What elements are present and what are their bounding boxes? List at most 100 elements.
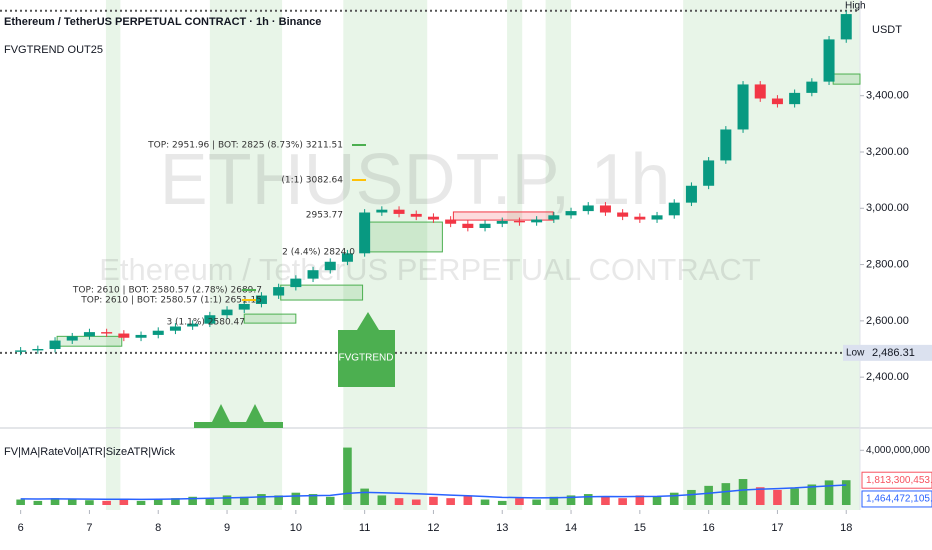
candle-body <box>152 330 164 335</box>
y-tick-label: 3,200.00 <box>866 146 909 158</box>
volume-bar <box>480 499 490 505</box>
candle-body <box>49 340 61 350</box>
x-tick-label: 11 <box>359 522 370 534</box>
candle-body <box>651 215 663 220</box>
candle-body <box>582 205 594 212</box>
volume-bar <box>790 488 799 505</box>
volume-bar <box>601 496 610 505</box>
price-pane: ETHUSDT.P, 1h Ethereum / TetherUS PERPETU… <box>99 0 860 510</box>
candle-body <box>823 39 835 82</box>
volume-bar <box>153 498 163 505</box>
annotation: TOP: 2610 | BOT: 2580.57 (2.78%) 2689.7 <box>72 286 262 296</box>
x-tick-label: 10 <box>290 522 302 534</box>
fvg-zone <box>832 73 861 85</box>
candle-body <box>685 185 697 203</box>
volume-bar <box>841 480 851 505</box>
annotation: TOP: 2610 | BOT: 2580.57 (1:1) 2651.15 <box>80 296 262 306</box>
volume-bar <box>807 484 817 505</box>
candle-body <box>720 129 732 161</box>
candle-body <box>840 14 852 40</box>
volume-bar <box>411 499 421 505</box>
volume-bar <box>343 447 352 505</box>
volume-bar <box>532 499 541 505</box>
candle-body <box>273 287 285 296</box>
candle-body <box>771 98 783 105</box>
volume-bar <box>239 496 249 505</box>
candle-body <box>238 303 250 310</box>
low-label: Low <box>846 348 865 359</box>
volume-bar <box>549 496 559 505</box>
chart-title: Ethereum / TetherUS PERPETUAL CONTRACT ·… <box>4 16 321 28</box>
candle-body <box>187 323 199 327</box>
volume-bar <box>50 498 60 505</box>
session-band <box>209 0 283 428</box>
last-ma-label: 1,464,472,105.49 <box>866 494 932 505</box>
candle-body <box>83 332 95 337</box>
high-label: High <box>845 1 866 12</box>
volume-bar <box>704 485 713 505</box>
x-tick-label: 8 <box>155 522 161 534</box>
low-value: 2,486.31 <box>872 347 915 359</box>
candle-body <box>668 202 680 216</box>
volume-bar <box>360 488 369 505</box>
volume-bar <box>171 498 180 505</box>
last-volume-box <box>861 471 932 489</box>
candle-body <box>427 216 439 220</box>
candle-body <box>789 92 801 105</box>
currency: USDT <box>872 24 902 36</box>
y-tick-label: 4,000,000,000 <box>866 445 930 456</box>
volume-bar <box>136 500 146 505</box>
volume-bar <box>274 495 283 505</box>
volume-bar <box>618 498 627 505</box>
volume-bar <box>16 499 25 505</box>
watermark-subtitle: Ethereum / TetherUS PERPETUAL CONTRACT <box>99 252 761 287</box>
candle-body <box>445 219 457 224</box>
candle-body <box>634 216 646 220</box>
volume-bar <box>205 498 215 505</box>
session-band <box>507 0 523 428</box>
candle-body <box>135 334 147 338</box>
x-tick-label: 17 <box>771 522 783 534</box>
volume-bar <box>325 496 335 505</box>
x-tick-label: 16 <box>703 522 715 534</box>
candle-body <box>32 349 44 351</box>
candle-body <box>255 295 267 304</box>
volume-bar <box>446 498 455 505</box>
volume-bar <box>291 492 301 505</box>
candle-body <box>341 253 353 262</box>
fvg-zone <box>367 221 443 253</box>
x-tick-label: 6 <box>18 522 24 534</box>
y-tick-label: 3,000.00 <box>866 202 909 214</box>
volume-bar <box>669 492 679 505</box>
candle-body <box>599 205 611 213</box>
candle-body <box>754 84 766 99</box>
volume-bar <box>394 498 404 505</box>
candle-body <box>703 160 715 186</box>
candle-body <box>118 333 130 338</box>
candle-body <box>479 223 491 228</box>
candle-body <box>376 209 388 213</box>
volume-bar <box>635 495 645 505</box>
y-tick-label: 2,800.00 <box>866 258 909 270</box>
volume-bar <box>119 499 129 505</box>
volume-bar <box>497 500 507 505</box>
candle-body <box>204 315 216 324</box>
signal-callout <box>338 312 395 387</box>
fvg-zone <box>280 284 364 301</box>
last-volume-label: 1,813,300,453.01 <box>866 475 932 486</box>
volume-bar <box>257 494 266 505</box>
volume-bar <box>566 495 576 505</box>
last-ma-box <box>861 490 932 508</box>
session-band <box>105 0 121 428</box>
candle-body <box>513 220 525 223</box>
volume-bar <box>33 500 43 505</box>
annotation: TOP: 2951.96 | BOT: 2825 (8.73%) 3211.51 <box>147 141 343 151</box>
candle-body <box>806 81 818 93</box>
volume-bar <box>687 489 696 505</box>
volume-bar <box>515 498 524 505</box>
annotation: 2 (4.4%) 2824.0 <box>282 248 355 258</box>
low-box <box>843 344 932 361</box>
session-band <box>105 429 121 510</box>
